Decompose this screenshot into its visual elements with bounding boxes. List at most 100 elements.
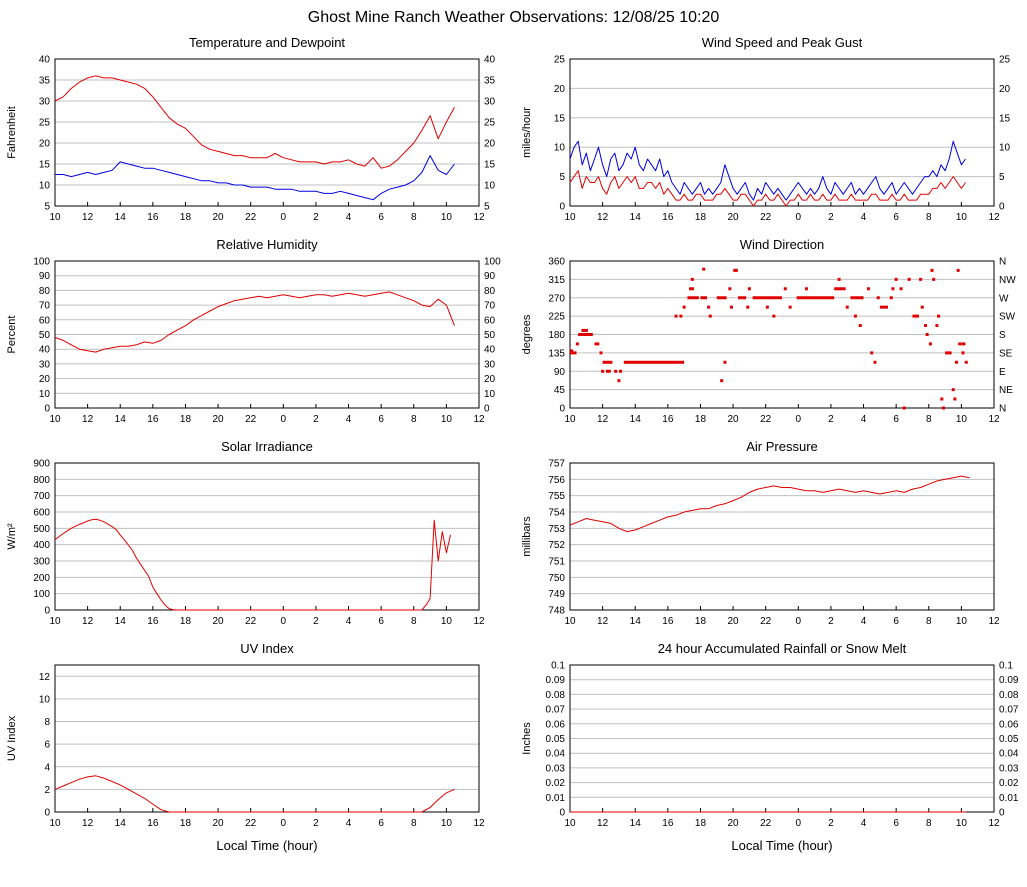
x-tick-label: 20: [728, 818, 740, 829]
wind-direction-point: [570, 349, 574, 353]
y-tick-label: 751: [548, 557, 565, 568]
plot-border: [54, 462, 480, 611]
rainfall-plot-container: 0 0 0.01 0.01 0.02 0.02 0.03 0.03 0.04 0.04 0.05 0.…: [518, 660, 1024, 840]
x-tick-label: 16: [147, 414, 159, 425]
chart-solar-irradiance: Solar Irradiance 0 100 200 300 400 500 600 700 8…: [3, 436, 509, 638]
y-tick-label: 20: [39, 139, 51, 150]
y-tick-label: 270: [548, 293, 565, 304]
x-tick-label: 16: [662, 616, 674, 627]
uv-index-plot-container: 0 2 4 6 8 10 12 10 12 14 16 18 20 22 0 2 4 6 8 10 12 UV Index: [3, 660, 509, 840]
y-tick-label-right: 0.01: [999, 793, 1019, 804]
x-tick-label: 4: [346, 212, 352, 223]
y-tick-label: 180: [548, 330, 565, 341]
uv-index-plot: 0 2 4 6 8 10 12 10 12 14 16 18 20 22 0 2 4 6 8 10 12 UV Index: [6, 664, 485, 829]
x-tick-label: 10: [441, 414, 453, 425]
plot-border: [569, 58, 995, 207]
x-tick-label: 10: [956, 818, 968, 829]
y-tick-label-right: 70: [484, 301, 496, 312]
y-tick-label-right: E: [999, 367, 1006, 378]
y-tick-label-right: 10: [999, 143, 1011, 154]
y-tick-label-right: 0.09: [999, 675, 1019, 686]
x-tick-label: 22: [245, 212, 257, 223]
y-axis-label: Inches: [521, 722, 533, 755]
y-tick-label-right: 5: [484, 202, 490, 213]
x-tick-label: 14: [630, 414, 642, 425]
y-tick-label-right: 0: [484, 404, 490, 415]
y-tick-label: 750: [548, 573, 565, 584]
plot-border: [54, 58, 480, 207]
x-tick-label: 18: [180, 616, 192, 627]
y-tick-label: 400: [33, 540, 50, 551]
air-pressure-plot: 748 749 750 751 752 753 754 755 756 757 10 12 14 16 18…: [521, 459, 1000, 628]
y-tick-label-right: 40: [484, 55, 496, 66]
temperature-line: [54, 75, 455, 169]
y-tick-label-right: 5: [999, 172, 1005, 183]
y-tick-label: 0.03: [546, 763, 566, 774]
y-tick-label: 100: [33, 589, 50, 600]
x-tick-label: 0: [796, 616, 802, 627]
y-tick-label-right: 0.02: [999, 778, 1019, 789]
dewpoint-line: [55, 155, 455, 201]
y-tick-label: 200: [33, 573, 50, 584]
wind-direction-point: [956, 268, 960, 272]
x-tick-label: 2: [828, 818, 834, 829]
x-tick-label: 10: [564, 414, 576, 425]
y-axis-label: Fahrenheit: [6, 106, 18, 159]
y-tick-label-right: 15: [484, 160, 496, 171]
wind-direction-segment: [752, 296, 782, 300]
chart-wind-direction: Wind Direction 0 N 45 NE 90 E 135 SE 180 S 225 SW 27…: [518, 234, 1024, 436]
page-title: Ghost Mine Ranch Weather Observations: 1…: [307, 9, 720, 26]
x-tick-label: 10: [441, 212, 453, 223]
wind-direction-point: [837, 277, 841, 281]
x-tick-label: 18: [695, 616, 707, 627]
x-tick-label: 6: [378, 414, 384, 425]
rainfall-plot: 0 0 0.01 0.01 0.02 0.02 0.03 0.03 0.04 0.04 0.05 0.…: [521, 661, 1019, 830]
y-tick-label-right: 20: [484, 139, 496, 150]
x-tick-label: 10: [49, 212, 61, 223]
y-tick-label: 225: [548, 312, 565, 323]
wind-direction-point: [937, 314, 941, 318]
wind-direction-point: [935, 324, 939, 328]
y-tick-label-right: 80: [484, 286, 496, 297]
y-tick-label: 0.09: [546, 675, 566, 686]
wind-direction-point: [940, 397, 944, 401]
y-tick-label: 0.02: [546, 778, 566, 789]
x-tick-label: 10: [441, 818, 453, 829]
y-tick-label: 757: [548, 459, 565, 470]
x-tick-label: 4: [346, 616, 352, 627]
x-tick-label: 22: [245, 414, 257, 425]
y-tick-label-right: 25: [484, 118, 496, 129]
wind-direction-segment: [796, 296, 835, 300]
wind-direction-segment: [700, 296, 707, 300]
y-tick-label: 5: [559, 172, 565, 183]
y-tick-label: 20: [39, 374, 51, 385]
x-tick-label: 12: [988, 212, 1000, 223]
y-tick-label: 45: [554, 385, 566, 396]
x-tick-label: 0: [796, 818, 802, 829]
y-tick-label-right: 40: [484, 345, 496, 356]
y-tick-label-right: N: [999, 404, 1006, 415]
wind-direction-segment: [737, 296, 747, 300]
wind-direction-segment: [623, 360, 685, 364]
chart-title-rainfall: 24 hour Accumulated Rainfall or Snow Mel…: [657, 641, 907, 656]
x-tick-label: 0: [796, 414, 802, 425]
wind-direction-point: [870, 351, 874, 355]
y-tick-label: 70: [39, 301, 51, 312]
wind-direction-segment: [581, 328, 588, 332]
x-tick-label: 6: [378, 818, 384, 829]
solar-irradiance-line: [54, 518, 451, 611]
y-tick-label: 360: [548, 257, 565, 268]
x-tick-label: 4: [346, 818, 352, 829]
x-tick-label: 2: [313, 212, 319, 223]
wind-direction-point: [674, 314, 678, 318]
y-tick-label-right: 0.04: [999, 749, 1019, 760]
plot-border: [54, 664, 480, 813]
x-tick-label: 14: [115, 414, 127, 425]
wind-direction-point: [925, 333, 929, 336]
y-tick-label: 0.08: [546, 690, 566, 701]
wind-direction-point: [858, 324, 862, 328]
y-tick-label-right: 0: [999, 808, 1005, 819]
y-axis-label: W/m²: [6, 523, 18, 550]
air-pressure-plot-container: 748 749 750 751 752 753 754 755 756 757 10 12 14 16 18…: [518, 458, 1024, 638]
y-tick-label: 10: [39, 389, 51, 400]
